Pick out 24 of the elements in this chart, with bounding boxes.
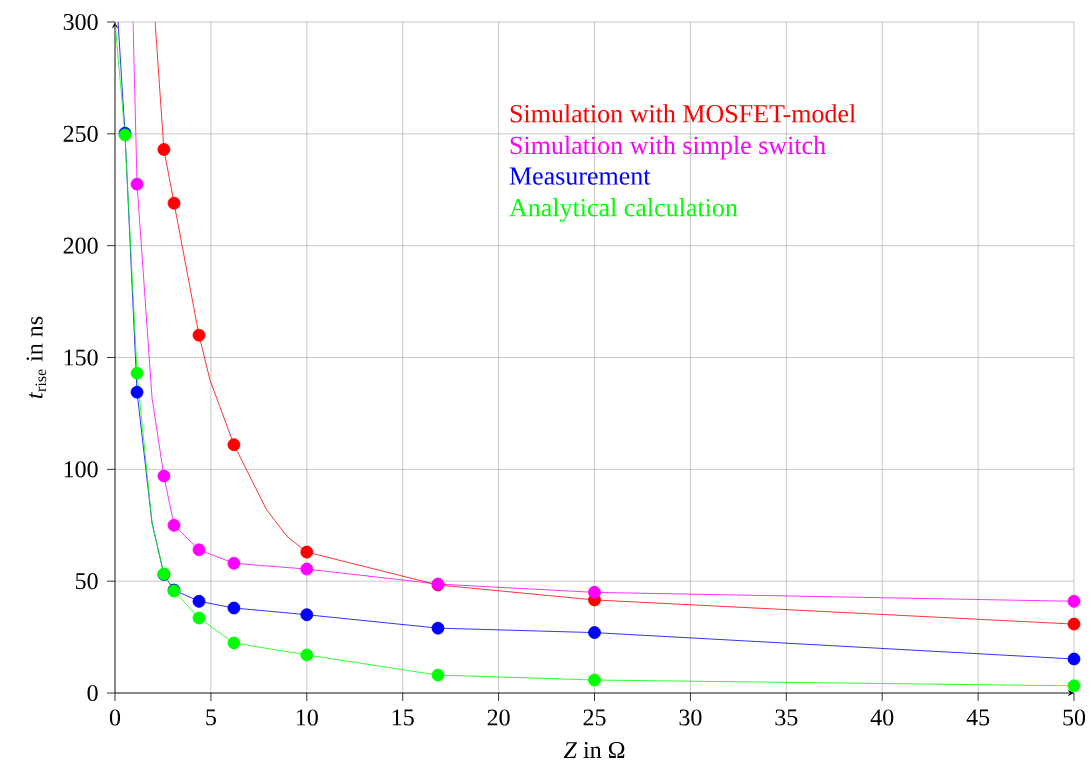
x-axis-title: Z in Ω bbox=[563, 741, 625, 758]
y-axis-title: t$_{rise}$ in ns bbox=[26, 316, 47, 399]
text: Analytical calculation bbox=[509, 198, 738, 222]
text: Simulation with simple switch bbox=[510, 135, 826, 160]
y-tick-label: 50 bbox=[75, 573, 98, 590]
x-tick-label: 10 bbox=[296, 709, 318, 726]
y-tick-label: 200 bbox=[63, 237, 98, 254]
y-tick-label: 150 bbox=[64, 349, 98, 366]
x-tick-label: 35 bbox=[775, 709, 798, 726]
y-tick-label: 300 bbox=[63, 13, 98, 31]
x-tick-label: 0 bbox=[109, 709, 121, 726]
x-tick-label: 40 bbox=[870, 709, 894, 726]
x-tick-label: 20 bbox=[487, 709, 510, 726]
x-tick-label: 45 bbox=[966, 709, 990, 726]
y-tick-label: 100 bbox=[64, 461, 98, 478]
y-tick-label: 0 bbox=[87, 684, 98, 702]
text: Simulation with MOSFET-model bbox=[510, 104, 856, 123]
x-tick-label: 5 bbox=[206, 709, 216, 726]
y-tick-label: 250 bbox=[63, 125, 98, 142]
x-tick-label: 15 bbox=[392, 709, 414, 726]
x-tick-label: 30 bbox=[679, 709, 702, 726]
text: Measurement bbox=[509, 167, 651, 185]
x-tick-label: 25 bbox=[583, 709, 606, 726]
x-tick-label: 50 bbox=[1063, 709, 1086, 726]
